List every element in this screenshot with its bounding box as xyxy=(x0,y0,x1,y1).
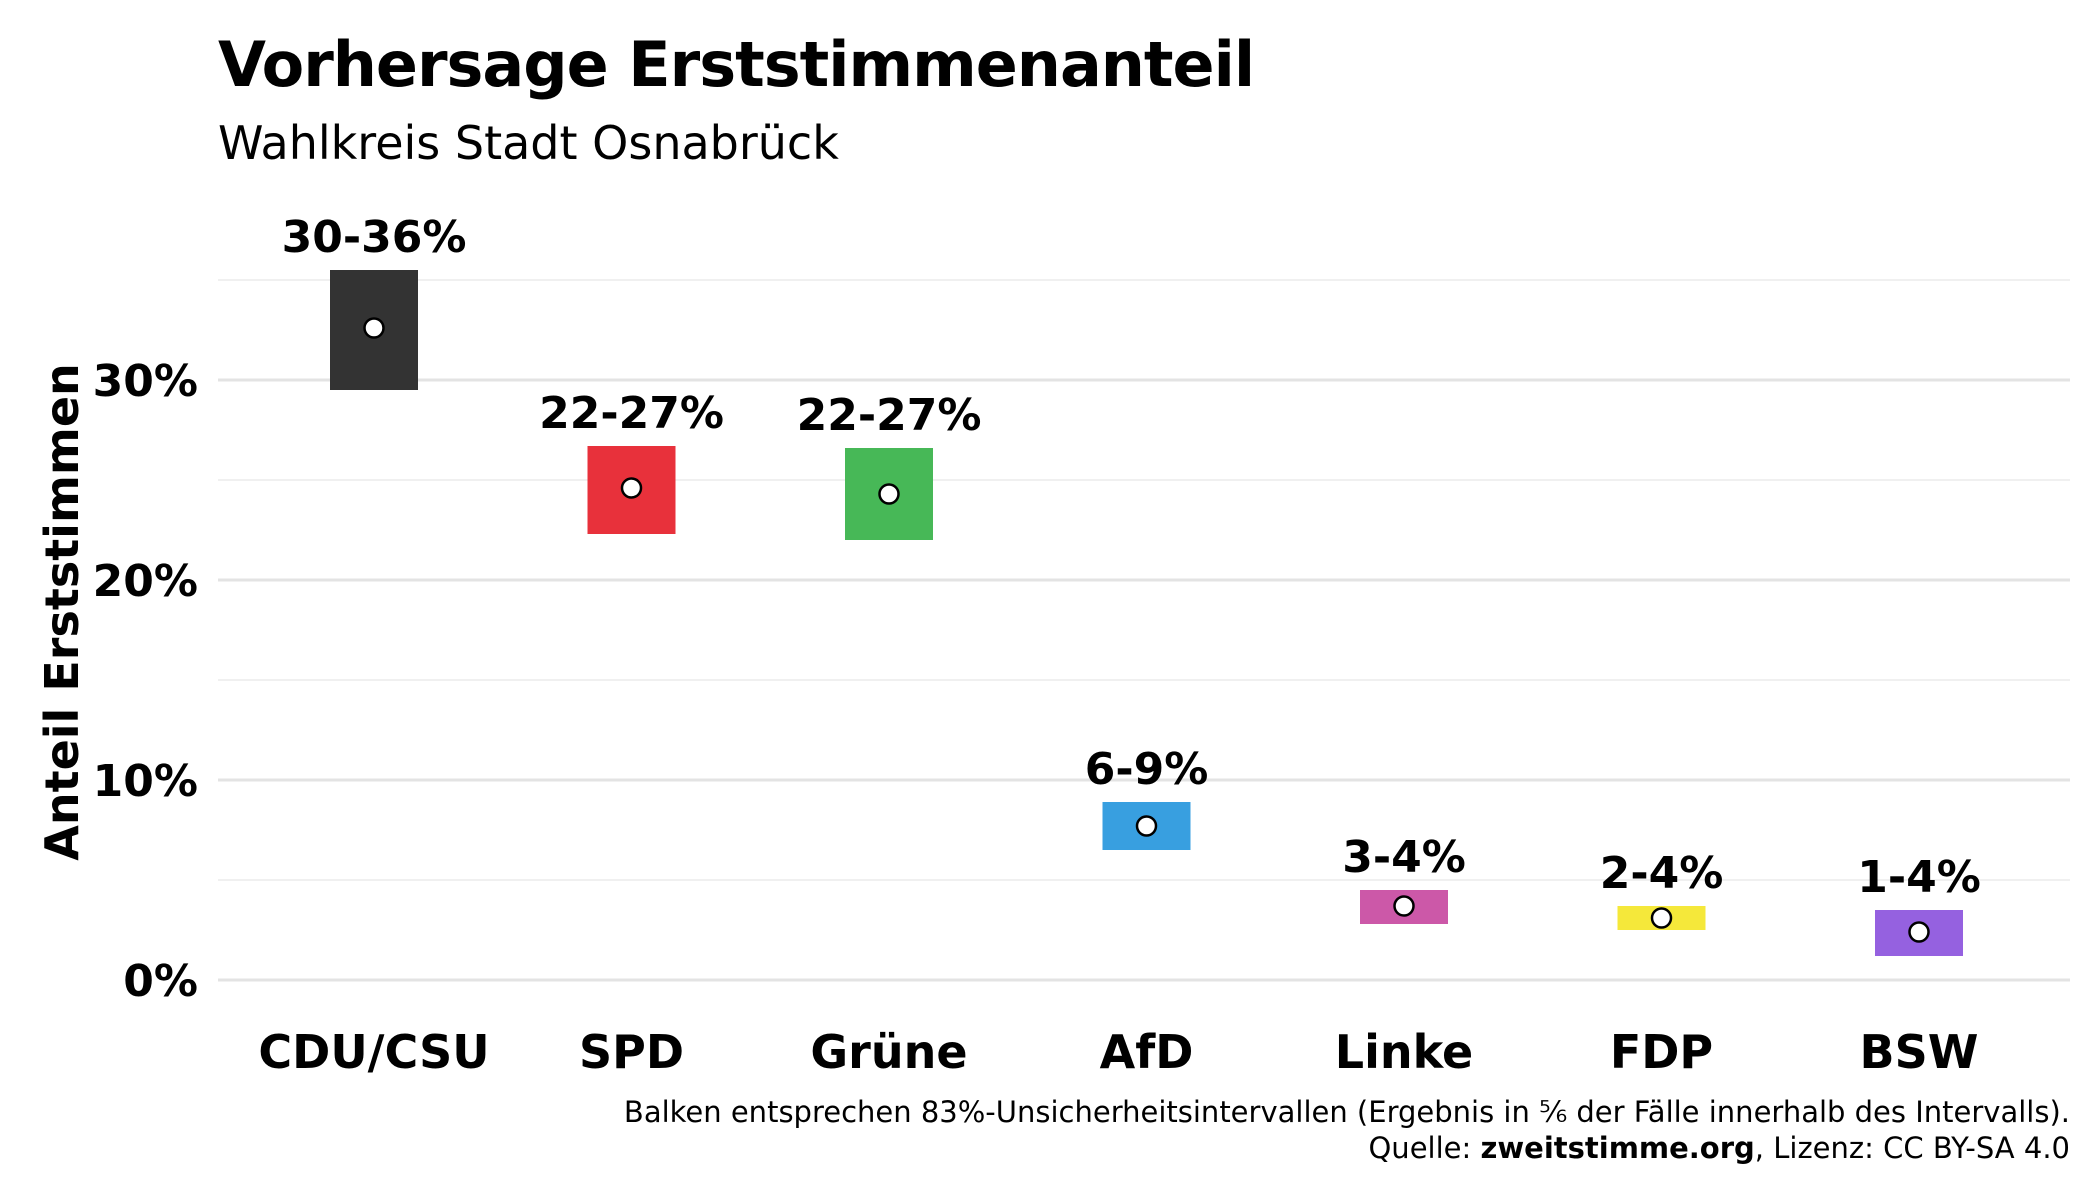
interval-label: 1-4% xyxy=(1857,852,1981,903)
estimate-point xyxy=(1650,907,1673,929)
source-prefix: Quelle: xyxy=(1368,1131,1481,1165)
estimate-point xyxy=(1908,921,1930,943)
x-tick-label: Linke xyxy=(1335,1025,1473,1079)
x-axis-ticks: CDU/CSU SPD Grüne AfD Linke FDP BSW xyxy=(258,1025,1978,1079)
estimate-point xyxy=(620,477,643,499)
y-tick-label: 0% xyxy=(123,956,198,1007)
y-axis-ticks: 0% 10% 20% 30% xyxy=(93,356,198,1007)
caption-note: Balken entsprechen 83%-Unsicherheitsinte… xyxy=(623,1095,2070,1129)
x-tick-label: SPD xyxy=(579,1025,684,1079)
source-link[interactable]: zweitstimme.org xyxy=(1480,1131,1755,1165)
estimate-point xyxy=(1135,815,1158,837)
x-tick-label: Grüne xyxy=(810,1025,967,1079)
x-tick-label: AfD xyxy=(1100,1025,1194,1079)
y-axis-label: Anteil Erststimmen xyxy=(35,363,89,861)
y-tick-label: 10% xyxy=(93,756,198,807)
estimate-point xyxy=(363,317,385,339)
estimate-points xyxy=(363,317,1930,943)
interval-label: 22-27% xyxy=(797,390,982,441)
x-tick-label: CDU/CSU xyxy=(258,1025,489,1079)
interval-labels: 30-36% 22-27% 22-27% 6-9% 3-4% 2-4% 1-4% xyxy=(282,212,1981,903)
y-tick-label: 30% xyxy=(93,356,198,407)
caption-source: Quelle: zweitstimme.org, Lizenz: CC BY-S… xyxy=(624,1130,2070,1166)
y-tick-label: 20% xyxy=(93,556,198,607)
chart-caption: Balken entsprechen 83%-Unsicherheitsinte… xyxy=(624,1094,2070,1166)
x-tick-label: BSW xyxy=(1860,1025,1979,1079)
x-tick-label: FDP xyxy=(1610,1025,1713,1079)
estimate-point xyxy=(878,483,900,505)
chart-subtitle: Wahlkreis Stadt Osnabrück xyxy=(218,116,839,170)
gridlines xyxy=(218,279,2070,982)
estimate-point xyxy=(1393,895,1415,917)
interval-label: 2-4% xyxy=(1600,848,1724,899)
interval-label: 3-4% xyxy=(1342,832,1466,883)
source-license: , Lizenz: CC BY-SA 4.0 xyxy=(1754,1131,2070,1165)
chart-title: Vorhersage Erststimmenanteil xyxy=(218,28,1255,101)
interval-label: 30-36% xyxy=(282,212,467,263)
interval-label: 22-27% xyxy=(539,388,724,439)
interval-label: 6-9% xyxy=(1085,744,1209,795)
